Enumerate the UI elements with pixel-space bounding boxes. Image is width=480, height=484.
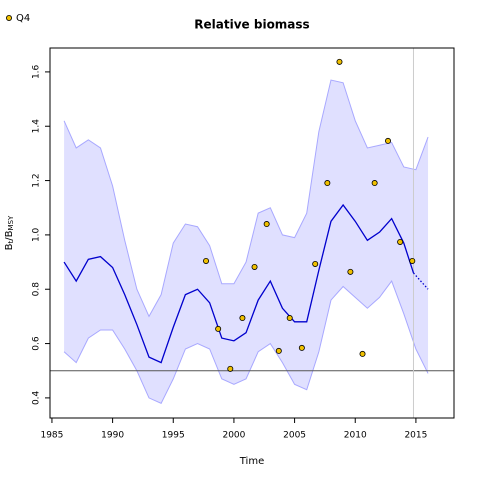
y-tick-label: 0.4 [32, 390, 42, 405]
x-tick-label: 2010 [344, 431, 367, 441]
band-edge [63, 79, 429, 318]
y-label-part: MSY [7, 215, 15, 230]
y-axis-label: Bt/BMSY [4, 215, 15, 250]
data-point [215, 325, 222, 332]
data-point [336, 58, 343, 65]
y-tick-label: 1.4 [32, 119, 42, 134]
y-label-part: /B [4, 230, 15, 240]
band-edge [63, 280, 429, 404]
y-tick-label: 1.6 [32, 64, 42, 79]
data-point [286, 315, 293, 322]
data-point [347, 268, 354, 275]
data-point [298, 344, 305, 351]
plot-frame [49, 47, 455, 419]
data-point [312, 260, 319, 267]
data-point [385, 137, 392, 144]
data-point [251, 263, 258, 270]
y-tick-label: 1.0 [32, 227, 42, 242]
confidence-band [64, 80, 429, 404]
forecast-line [412, 272, 429, 290]
data-point [203, 257, 210, 264]
x-tick-label: 1985 [40, 431, 63, 441]
data-point [371, 180, 378, 187]
y-tick-label: 0.8 [32, 282, 42, 297]
chart-title: Relative biomass [194, 18, 309, 32]
x-tick-label: 1995 [162, 431, 185, 441]
data-point [275, 347, 282, 354]
legend-label: Q4 [16, 13, 30, 24]
x-tick-label: 2005 [283, 431, 306, 441]
data-point [227, 365, 234, 372]
y-label-part: B [4, 243, 15, 250]
data-point [324, 180, 331, 187]
legend-marker [6, 14, 12, 21]
data-point [239, 315, 246, 322]
x-tick-label: 1990 [101, 431, 124, 441]
x-axis-label: Time [239, 456, 264, 467]
y-label-part: t [7, 240, 15, 243]
x-tick-label: 2000 [222, 431, 245, 441]
data-point [397, 238, 404, 245]
y-tick-label: 0.6 [32, 336, 42, 351]
data-point [359, 350, 366, 357]
data-point [263, 221, 270, 228]
data-point [409, 257, 416, 264]
y-tick-label: 1.2 [32, 173, 42, 187]
x-tick-label: 2015 [404, 431, 427, 441]
estimate-line [63, 203, 415, 364]
